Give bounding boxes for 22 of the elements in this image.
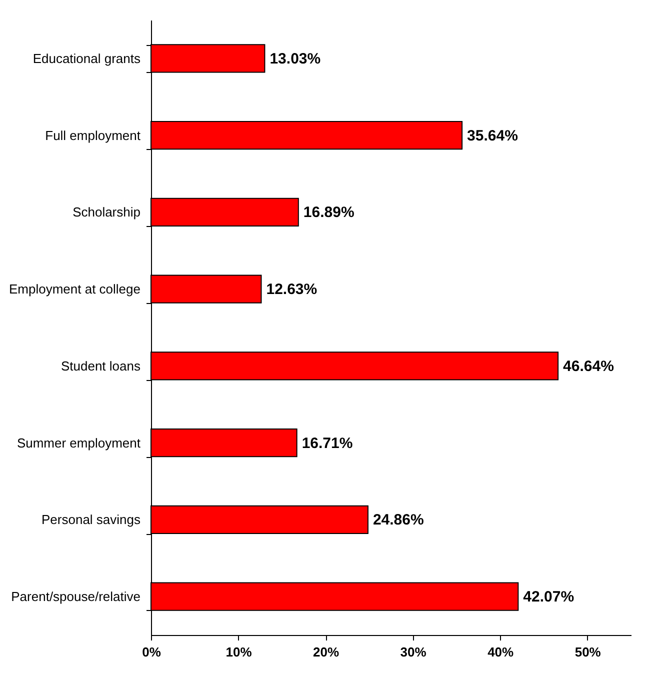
y-tick-label: Scholarship [72, 204, 140, 220]
x-tick-label: 10% [226, 644, 252, 660]
data-label: 16.89% [303, 204, 354, 222]
y-tick-label: Personal savings [42, 512, 141, 528]
data-label: 24.86% [372, 512, 424, 529]
data-label: 42.07% [523, 588, 574, 606]
y-tick-label: Full employment [45, 128, 141, 143]
x-tick-label: 30% [400, 644, 427, 660]
x-tick-label: 40% [488, 644, 514, 660]
y-tick-label: Educational grants [32, 50, 141, 66]
data-label: 35.64% [467, 127, 518, 144]
y-tick-label: Parent/spouse/relative [11, 589, 140, 604]
data-label: 13.03% [270, 50, 321, 68]
x-tick-label: 20% [313, 644, 340, 660]
x-tick-label: 50% [574, 644, 602, 660]
data-label: 46.64% [563, 358, 614, 375]
y-tick-label: Student loans [60, 358, 141, 374]
y-tick-label: Summer employment [16, 435, 141, 450]
data-label: 16.71% [302, 434, 353, 452]
x-tick-label: 0% [142, 644, 162, 660]
data-label: 12.63% [266, 281, 318, 298]
y-tick-label: Employment at college [8, 282, 140, 297]
